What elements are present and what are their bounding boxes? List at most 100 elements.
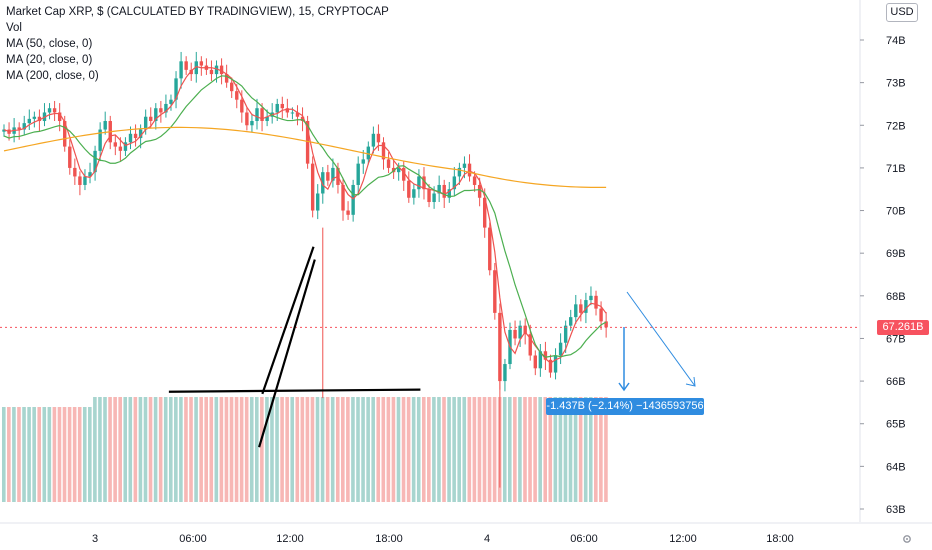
volume-bar <box>138 397 143 502</box>
candle-body <box>503 364 507 382</box>
candle-body <box>513 329 517 339</box>
volume-bar <box>386 397 391 502</box>
candle-body <box>174 78 178 100</box>
volume-bar <box>295 397 300 502</box>
time-tick-label: 18:00 <box>375 533 403 545</box>
time-tick-label: 06:00 <box>570 533 598 545</box>
candle-body <box>275 103 279 113</box>
volume-bar <box>239 397 244 502</box>
candle-body <box>452 176 457 190</box>
moving-averages <box>0 66 860 364</box>
price-tick-label: 64B <box>886 461 906 473</box>
volume-bar <box>214 397 219 502</box>
candle-body <box>462 163 467 168</box>
candle-body <box>164 103 168 113</box>
volume-bar <box>462 397 467 502</box>
candle-body <box>260 108 264 122</box>
candle-body <box>569 317 573 326</box>
volume-bar <box>255 397 259 502</box>
volume-bar <box>523 397 527 502</box>
price-tick-label: 70B <box>886 206 906 218</box>
settings-icon[interactable] <box>902 534 912 544</box>
volume-bar <box>163 397 168 502</box>
volume-bar <box>37 407 42 502</box>
candle-body <box>391 167 396 173</box>
volume-bar <box>290 397 295 502</box>
volume-bar <box>32 407 36 502</box>
volume-bar <box>113 397 117 502</box>
candle-body <box>543 351 548 360</box>
price-tick-label: 71B <box>886 163 906 175</box>
currency-button[interactable]: USD <box>886 3 918 22</box>
candle-body <box>290 112 295 114</box>
candle-body <box>341 184 345 211</box>
candle-body <box>133 133 138 139</box>
volume-bar <box>88 407 92 502</box>
volume-bar <box>563 397 568 502</box>
candle-body <box>199 61 204 66</box>
candle-body <box>159 108 163 113</box>
volume-bar <box>341 397 345 502</box>
candle-body <box>346 210 350 215</box>
volume-bar <box>168 397 173 502</box>
candle-body <box>37 116 42 122</box>
volume-bar <box>27 407 31 502</box>
candle-body <box>442 184 446 198</box>
volume-bar <box>158 397 163 502</box>
trendline-drawings[interactable] <box>168 246 696 448</box>
time-tick-label: 12:00 <box>669 533 697 545</box>
volume-bar <box>513 397 517 502</box>
legend-vol: Vol <box>6 22 22 34</box>
volume-bar <box>123 397 128 502</box>
candle-body <box>219 65 224 75</box>
ma200-line <box>3 126 607 189</box>
candle-body <box>579 304 583 313</box>
candle-body <box>533 355 537 369</box>
volume-bar <box>189 397 193 502</box>
volume-bar <box>573 397 578 502</box>
volume-bar <box>275 397 279 502</box>
volume-bar <box>396 397 401 502</box>
volume-bar <box>406 397 411 502</box>
volume-bar <box>320 397 325 502</box>
candle-body <box>47 108 52 113</box>
time-axis[interactable]: 3 06:00 12:00 18:00 4 06:00 12:00 18:00 <box>0 522 932 545</box>
candle-body <box>407 180 411 198</box>
volume-bar <box>153 397 158 502</box>
candle-body <box>17 127 21 130</box>
volume-bar <box>12 407 16 502</box>
candle-body <box>402 167 406 181</box>
volume-bar <box>416 397 421 502</box>
candle-body <box>528 334 532 356</box>
candle-body <box>300 116 305 122</box>
volume-bar <box>371 397 375 502</box>
volume-bar <box>508 397 512 502</box>
candle-body <box>149 116 153 122</box>
candle-body <box>230 82 234 92</box>
legend-ma200: MA (200, close, 0) <box>6 70 99 82</box>
volume-bar <box>265 397 269 502</box>
time-tick-label: 18:00 <box>766 533 794 545</box>
volume-bar <box>260 397 264 502</box>
candle-body <box>52 108 57 113</box>
price-tick-label: 69B <box>886 248 906 260</box>
candle-body <box>22 123 26 130</box>
volume-bar <box>285 397 289 502</box>
candle-body <box>604 321 608 328</box>
candle-body <box>523 325 527 335</box>
price-axis[interactable]: 74B 73B 72B 71B 70B 69B 68B 67B 66B 65B 64B 63B <box>859 0 906 522</box>
candle-body <box>574 304 578 318</box>
candle-body <box>361 159 365 164</box>
volume-bar <box>487 397 492 502</box>
price-tick-label: 67B <box>886 333 906 345</box>
price-tick-label: 74B <box>886 35 906 47</box>
volume-bar <box>128 397 133 502</box>
candle-body <box>321 172 325 194</box>
volume-bar <box>604 397 608 502</box>
last-price-tag: 67.261B <box>877 320 929 335</box>
volume-bar <box>457 397 461 502</box>
candle-body <box>548 359 553 373</box>
time-tick-label: 3 <box>92 533 98 545</box>
measure-label: -1.437B (−2.14%) −1436593756 <box>546 398 704 415</box>
